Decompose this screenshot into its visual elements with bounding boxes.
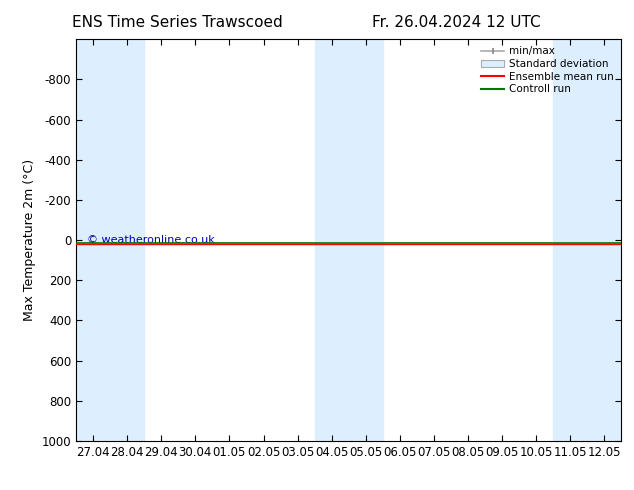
Bar [553, 39, 587, 441]
Legend: min/max, Standard deviation, Ensemble mean run, Controll run: min/max, Standard deviation, Ensemble me… [479, 45, 616, 97]
Text: ENS Time Series Trawscoed: ENS Time Series Trawscoed [72, 15, 283, 30]
Text: Fr. 26.04.2024 12 UTC: Fr. 26.04.2024 12 UTC [372, 15, 541, 30]
Text: © weatheronline.co.uk: © weatheronline.co.uk [87, 235, 215, 245]
Bar [110, 39, 144, 441]
Bar [587, 39, 621, 441]
Y-axis label: Max Temperature 2m (°C): Max Temperature 2m (°C) [23, 159, 36, 321]
Bar [314, 39, 349, 441]
Bar [76, 39, 110, 441]
Bar [349, 39, 383, 441]
